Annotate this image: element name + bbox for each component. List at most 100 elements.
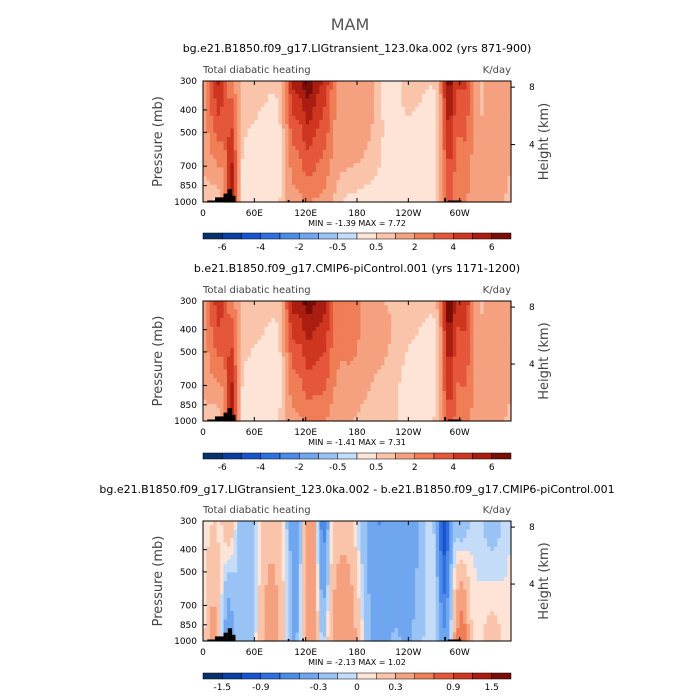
contour-cell xyxy=(401,98,406,104)
contour-cell xyxy=(315,119,320,125)
contour-cell xyxy=(216,331,221,336)
contour-cell xyxy=(264,150,269,156)
contour-cell xyxy=(312,373,317,379)
contour-cell xyxy=(315,81,320,86)
contour-cell xyxy=(452,322,457,328)
contour-cell xyxy=(298,395,303,401)
contour-cell xyxy=(257,352,262,358)
contour-cell xyxy=(380,124,385,130)
contour-cell xyxy=(387,141,392,147)
contour-cell xyxy=(285,119,290,125)
contour-cell xyxy=(360,128,365,134)
contour-cell xyxy=(333,373,338,379)
contour-cell xyxy=(302,382,307,388)
contour-cell xyxy=(346,395,351,401)
contour-cell xyxy=(278,102,283,108)
contour-cell xyxy=(473,111,478,117)
contour-cell xyxy=(346,348,351,354)
contour-cell xyxy=(220,348,225,354)
contour-cell xyxy=(343,119,348,125)
contour-cell xyxy=(326,158,331,164)
contour-cell xyxy=(278,137,283,143)
contour-cell xyxy=(295,373,300,379)
contour-cell xyxy=(404,93,409,99)
contour-cell xyxy=(274,305,279,311)
contour-cell xyxy=(480,124,485,130)
contour-cell xyxy=(408,352,413,358)
contour-cell xyxy=(490,81,495,86)
contour-cell xyxy=(240,361,245,366)
contour-cell xyxy=(291,167,296,173)
contour-cell xyxy=(298,145,303,151)
contour-cell xyxy=(350,197,355,203)
contour-cell xyxy=(261,171,266,177)
contour-cell xyxy=(274,132,279,138)
contour-cell xyxy=(264,102,269,108)
contour-cell xyxy=(278,167,283,173)
contour-cell xyxy=(469,106,474,112)
contour-cell xyxy=(377,111,382,117)
contour-cell xyxy=(452,111,457,117)
contour-cell xyxy=(274,163,279,169)
contour-cell xyxy=(487,331,492,336)
contour-cell xyxy=(247,382,252,388)
contour-cell xyxy=(220,89,225,95)
contour-cell xyxy=(336,171,341,177)
contour-cell xyxy=(315,305,320,311)
contour-cell xyxy=(439,322,444,328)
contour-cell xyxy=(213,193,218,199)
contour-cell xyxy=(254,412,259,418)
contour-cell xyxy=(469,158,474,164)
contour-cell xyxy=(418,85,423,91)
contour-cell xyxy=(206,399,211,405)
contour-cell xyxy=(394,81,399,86)
contour-cell xyxy=(315,128,320,134)
contour-cell xyxy=(322,98,327,104)
contour-cell xyxy=(244,356,249,362)
contour-cell xyxy=(315,167,320,173)
contour-cell xyxy=(329,309,334,315)
contour-cell xyxy=(367,395,372,401)
contour-cell xyxy=(394,128,399,134)
contour-cell xyxy=(336,313,341,319)
contour-cell xyxy=(425,106,430,112)
contour-cell xyxy=(291,382,296,388)
contour-cell xyxy=(357,163,362,169)
contour-cell xyxy=(326,102,331,108)
contour-cell xyxy=(428,356,433,362)
contour-cell xyxy=(394,382,399,388)
contour-cell xyxy=(315,184,320,190)
contour-cell xyxy=(439,167,444,173)
contour-cell xyxy=(281,98,286,104)
contour-cell xyxy=(476,309,481,315)
contour-cell xyxy=(415,339,420,345)
contour-cell xyxy=(476,343,481,349)
contour-cell xyxy=(459,382,464,388)
contour-cell xyxy=(326,386,331,392)
contour-cell xyxy=(422,93,427,99)
contour-cell xyxy=(350,335,355,341)
contour-cell xyxy=(206,158,211,164)
contour-cell xyxy=(278,184,283,190)
contour-cell xyxy=(459,416,464,422)
contour-cell xyxy=(312,386,317,392)
contour-cell xyxy=(401,391,406,396)
contour-cell xyxy=(422,309,427,315)
contour-cell xyxy=(473,412,478,418)
contour-cell xyxy=(326,378,331,384)
contour-cell xyxy=(435,335,440,341)
contour-cell xyxy=(244,193,249,199)
contour-cell xyxy=(220,150,225,156)
contour-cell xyxy=(315,313,320,319)
contour-cell xyxy=(237,150,242,156)
contour-cell xyxy=(490,85,495,91)
contour-cell xyxy=(206,361,211,366)
contour-cell xyxy=(220,305,225,311)
contour-cell xyxy=(428,322,433,328)
contour-cell xyxy=(480,399,485,405)
contour-cell xyxy=(357,386,362,392)
contour-cell xyxy=(466,171,471,177)
contour-cell xyxy=(295,137,300,143)
contour-cell xyxy=(497,93,502,99)
contour-cell xyxy=(343,382,348,388)
